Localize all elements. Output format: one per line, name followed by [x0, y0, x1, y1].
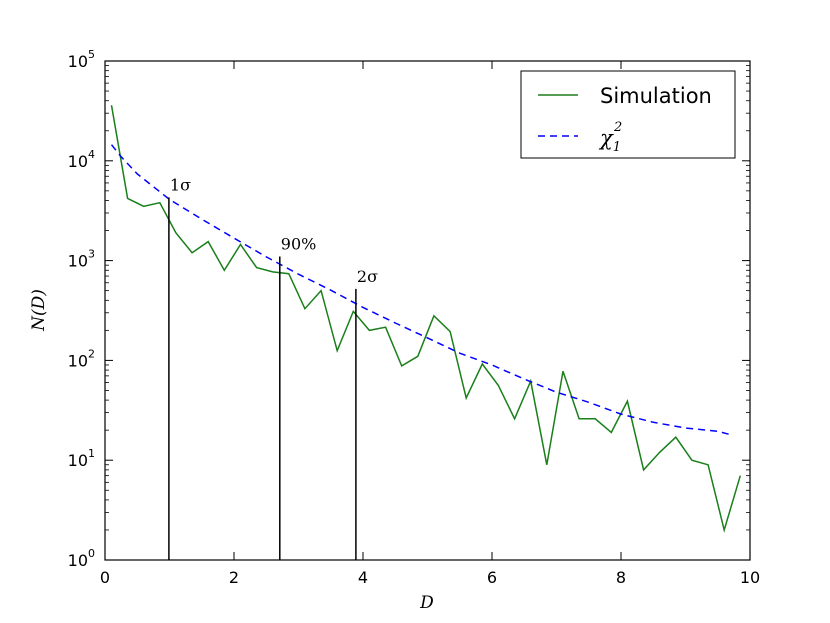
x-tick-label: 2 — [229, 568, 239, 587]
y-tick-label: 101 — [68, 447, 95, 470]
y-tick-label: 100 — [68, 547, 95, 570]
y-tick-label: 103 — [68, 248, 95, 271]
vlines-layer: 1σ 90% 2σ — [168, 175, 378, 560]
x-tick-label: 10 — [740, 568, 760, 587]
y-tick-label: 105 — [68, 48, 95, 71]
y-axis: 100 101 102 103 104 105 — [68, 48, 750, 570]
y-tick-label: 102 — [68, 347, 95, 370]
threshold-label-2: 2σ — [357, 267, 378, 286]
legend-box — [520, 70, 736, 159]
x-tick-label: 8 — [616, 568, 626, 587]
x-tick-label: 4 — [358, 568, 368, 587]
x-tick-label: 6 — [487, 568, 497, 587]
x-axis-label: D — [419, 593, 434, 613]
x-axis: 0 2 4 6 8 10 — [100, 61, 760, 587]
threshold-label-1: 90% — [281, 235, 317, 254]
y-tick-label: 104 — [68, 148, 95, 171]
x-tick-label: 0 — [100, 568, 110, 587]
series-line-simulation — [110, 105, 742, 533]
y-axis-label: N(D) — [29, 289, 49, 332]
series-layer — [110, 105, 742, 533]
legend: Simulation χ12 — [520, 70, 736, 159]
plot-frame — [104, 60, 751, 561]
legend-label-simulation: Simulation — [600, 84, 712, 108]
threshold-label-0: 1σ — [170, 175, 191, 194]
legend-label-chi2: χ12 — [598, 120, 622, 155]
series-line-chi2 — [110, 144, 731, 436]
